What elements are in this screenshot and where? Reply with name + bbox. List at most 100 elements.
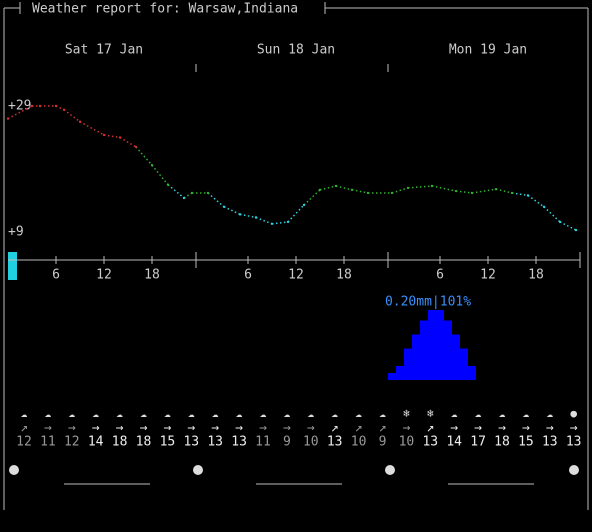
weather-icon: ☁ [523, 407, 530, 420]
weather-icon: ☁ [140, 407, 147, 420]
wind-speed: 11 [40, 435, 56, 450]
wind-speed: 13 [566, 435, 582, 450]
precip-bar [404, 348, 412, 380]
temp-segment [255, 216, 273, 225]
temp-point [302, 203, 306, 207]
weather-icon: ❄ [403, 407, 410, 420]
wind-arrow: → [44, 421, 52, 436]
wind-speed: 10 [303, 435, 319, 450]
weather-icon: ☁ [307, 407, 314, 420]
temp-point [430, 184, 434, 188]
precip-bar [436, 310, 444, 380]
temp-segment [391, 187, 409, 194]
temp-point [254, 216, 258, 219]
weather-icon: ☁ [475, 407, 482, 420]
wind-arrow: → [140, 421, 148, 436]
x-tick-label: 18 [144, 268, 160, 283]
weather-icon: ● [570, 407, 577, 420]
temp-point [118, 136, 122, 139]
day-label: Sat 17 Jan [65, 43, 143, 58]
x-tick-label: 18 [336, 268, 352, 283]
weather-icon: ☁ [212, 407, 219, 420]
temp-segment [559, 221, 577, 231]
temp-point [366, 191, 370, 195]
weather-icon: ☁ [92, 407, 99, 420]
wind-arrow: → [116, 421, 124, 436]
wind-speed: 11 [255, 435, 271, 450]
temp-point [206, 191, 210, 195]
wind-arrow: ↗ [355, 421, 363, 436]
temp-point [190, 191, 194, 195]
wind-speed: 14 [446, 435, 462, 450]
x-tick-label: 6 [244, 268, 252, 283]
temp-point [62, 108, 66, 111]
temp-segment [79, 121, 105, 136]
wind-speed: 17 [470, 435, 486, 450]
wind-speed: 13 [183, 435, 199, 450]
temp-segment [7, 105, 33, 120]
temp-segment [319, 185, 337, 191]
precip-bar [388, 373, 396, 380]
temp-segment [431, 185, 457, 192]
temp-segment [335, 185, 353, 191]
temp-point [270, 222, 274, 226]
temp-point [526, 194, 530, 197]
temp-segment [495, 188, 513, 194]
wind-arrow: → [259, 421, 267, 436]
wind-arrow: → [498, 421, 506, 436]
x-tick-label: 12 [480, 268, 496, 283]
x-tick-label: 6 [436, 268, 444, 283]
precip-bar [452, 334, 460, 380]
weather-icon: ☁ [260, 407, 267, 420]
temp-point [494, 187, 498, 191]
wind-speed: 13 [207, 435, 223, 450]
temp-point [166, 183, 170, 186]
wind-speed: 15 [518, 435, 534, 450]
wind-speed: 12 [16, 435, 32, 450]
weather-icon: ☁ [355, 407, 362, 420]
wind-speed: 13 [231, 435, 247, 450]
temp-segment [183, 192, 193, 199]
y-tick-label: +29 [8, 99, 31, 114]
y-tick-label: +9 [8, 225, 24, 240]
wind-arrow: ↗ [331, 421, 339, 436]
x-tick-label: 6 [52, 268, 60, 283]
precip-bar [460, 348, 468, 380]
wind-arrow: → [235, 421, 243, 436]
wind-speed: 9 [283, 435, 291, 450]
wind-arrow: ↗ [379, 421, 387, 436]
wind-speed: 18 [136, 435, 152, 450]
weather-icon: ☁ [236, 407, 243, 420]
x-tick-label: 12 [288, 268, 304, 283]
temp-point [54, 104, 58, 108]
temp-point [542, 205, 546, 208]
wind-speed: 14 [88, 435, 104, 450]
temp-segment [167, 184, 185, 199]
temp-point [470, 191, 474, 195]
weather-icon: ☁ [21, 407, 28, 420]
weather-icon: ☁ [188, 407, 195, 420]
weather-icon: ☁ [68, 407, 75, 420]
temp-segment [63, 109, 81, 123]
wind-arrow: → [283, 421, 291, 436]
temp-segment [351, 189, 369, 194]
temp-point [286, 220, 290, 224]
temp-segment [55, 105, 65, 111]
temp-point [134, 145, 138, 149]
wind-arrow: → [522, 421, 530, 436]
temp-point [30, 104, 34, 108]
weather-icon: ☁ [284, 407, 291, 420]
wind-arrow: → [187, 421, 195, 436]
temp-point [38, 104, 42, 108]
precip-bar [396, 366, 404, 380]
wind-arrow: → [402, 421, 410, 436]
wind-speed: 13 [422, 435, 438, 450]
temp-point [318, 188, 322, 191]
temp-point [222, 205, 226, 208]
weather-icon: ☁ [164, 407, 171, 420]
temp-segment [407, 185, 433, 189]
wind-speed: 15 [160, 435, 176, 450]
moon [193, 465, 203, 475]
wind-speed: 10 [351, 435, 367, 450]
